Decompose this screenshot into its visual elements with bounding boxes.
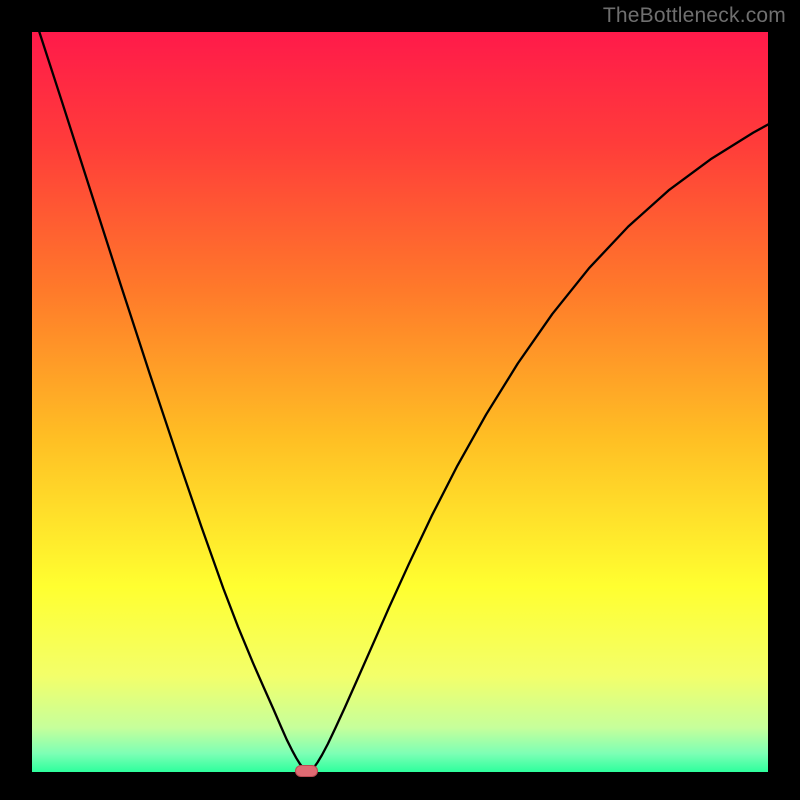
curve-svg (32, 32, 768, 772)
watermark: TheBottleneck.com (603, 4, 786, 28)
curve-path (39, 32, 768, 771)
optimum-marker (296, 766, 317, 776)
plot-area (32, 32, 768, 772)
